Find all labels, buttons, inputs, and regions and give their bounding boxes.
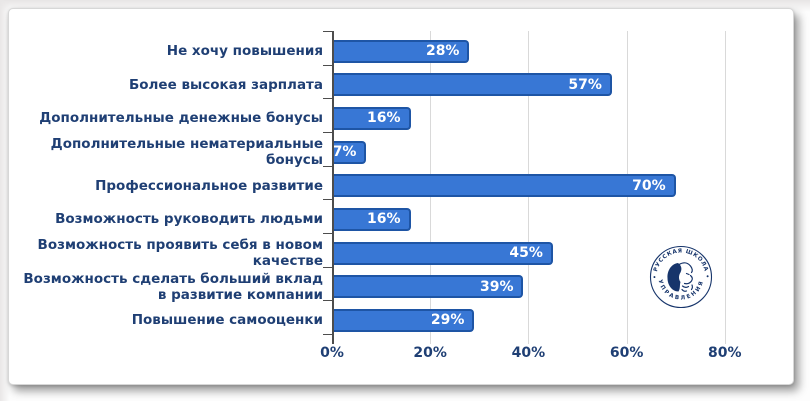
bar-value-label: 16% (367, 211, 401, 228)
category-label: Повышение самооценки (131, 312, 323, 329)
category-label: Возможность проявить себя в новом качест… (37, 237, 323, 270)
category-label: Не хочу повышения (166, 43, 323, 60)
horizontal-bar-chart: 0% 20% 40% 60% 80% Не хочу повышения 28% Более … (9, 9, 793, 384)
category-label: Профессиональное развитие (95, 177, 323, 194)
bar-value-label: 45% (509, 245, 543, 262)
category-axis-tick (323, 233, 332, 234)
bar: 29% (332, 308, 475, 332)
x-axis-tick-label: 40% (511, 345, 546, 361)
bar-row: Профессиональное развитие 70% (9, 166, 793, 200)
gridline (724, 31, 726, 344)
bar: 39% (332, 275, 524, 299)
logo-outer-circle (649, 245, 713, 309)
bar: 16% (332, 207, 411, 231)
x-axis-tick-label: 80% (708, 345, 742, 361)
bar-row: Более высокая зарплата 57% (9, 65, 793, 99)
category-axis-tick (323, 266, 332, 268)
x-axis-tick-label: 60% (609, 345, 644, 361)
bar-value-label: 16% (367, 110, 401, 127)
bar-row: Не хочу повышения 28% (9, 31, 793, 65)
bar-row: Возможность проявить себя в новом качест… (9, 233, 793, 270)
category-label: Дополнительные денежные бонусы (39, 110, 323, 127)
category-label: Дополнительные нематериальные бонусы (50, 136, 323, 169)
bar: 57% (332, 73, 612, 97)
bar-row: Дополнительные денежные бонусы 16% (9, 98, 793, 132)
bar-value-label: 70% (632, 177, 666, 194)
bar: 28% (332, 39, 470, 63)
category-label: Более высокая зарплата (128, 76, 323, 93)
bar: 7% (332, 140, 367, 164)
lion-head-icon (667, 262, 693, 292)
y-axis-line (332, 31, 334, 344)
bar-row: Дополнительные нематериальные бонусы 7% (9, 132, 793, 169)
bar: 45% (332, 241, 553, 265)
bar-value-label: 29% (430, 312, 465, 329)
category-axis-tick (323, 132, 332, 133)
bar-value-label: 28% (425, 43, 460, 60)
category-axis-tick (323, 98, 332, 100)
category-label: Возможность руководить людьми (55, 211, 323, 228)
bar: 70% (332, 174, 676, 198)
bar: 16% (332, 106, 411, 130)
bar-value-label: 57% (568, 76, 602, 93)
category-axis-tick (323, 300, 332, 302)
bar-value-label: 7% (332, 144, 357, 161)
x-axis-tick-label: 20% (413, 345, 447, 361)
category-label: Возможность сделать больший вклад в разв… (23, 270, 323, 303)
x-axis-tick-label: 0% (320, 345, 344, 361)
category-axis-tick (323, 31, 332, 32)
logo-text-bottom: УПРАВЛЕНИЯ (657, 279, 704, 302)
bar-row: Возможность сделать больший вклад в разв… (9, 267, 793, 303)
category-axis-tick (323, 334, 332, 335)
chart-card: 0% 20% 40% 60% 80% Не хочу повышения 28% Более … (8, 8, 794, 385)
category-axis-tick (323, 199, 332, 201)
category-axis-tick (323, 165, 332, 167)
rshu-logo: • РУССКАЯ ШКОЛА • УПРАВЛЕНИЯ (649, 245, 713, 309)
svg-text:УПРАВЛЕНИЯ: УПРАВЛЕНИЯ (657, 279, 706, 302)
bar-value-label: 39% (479, 278, 514, 295)
bar-row: Повышение самооценки 29% (9, 300, 793, 334)
bar-row: Возможность руководить людьми 16% (9, 199, 793, 233)
category-axis-tick (323, 64, 332, 66)
